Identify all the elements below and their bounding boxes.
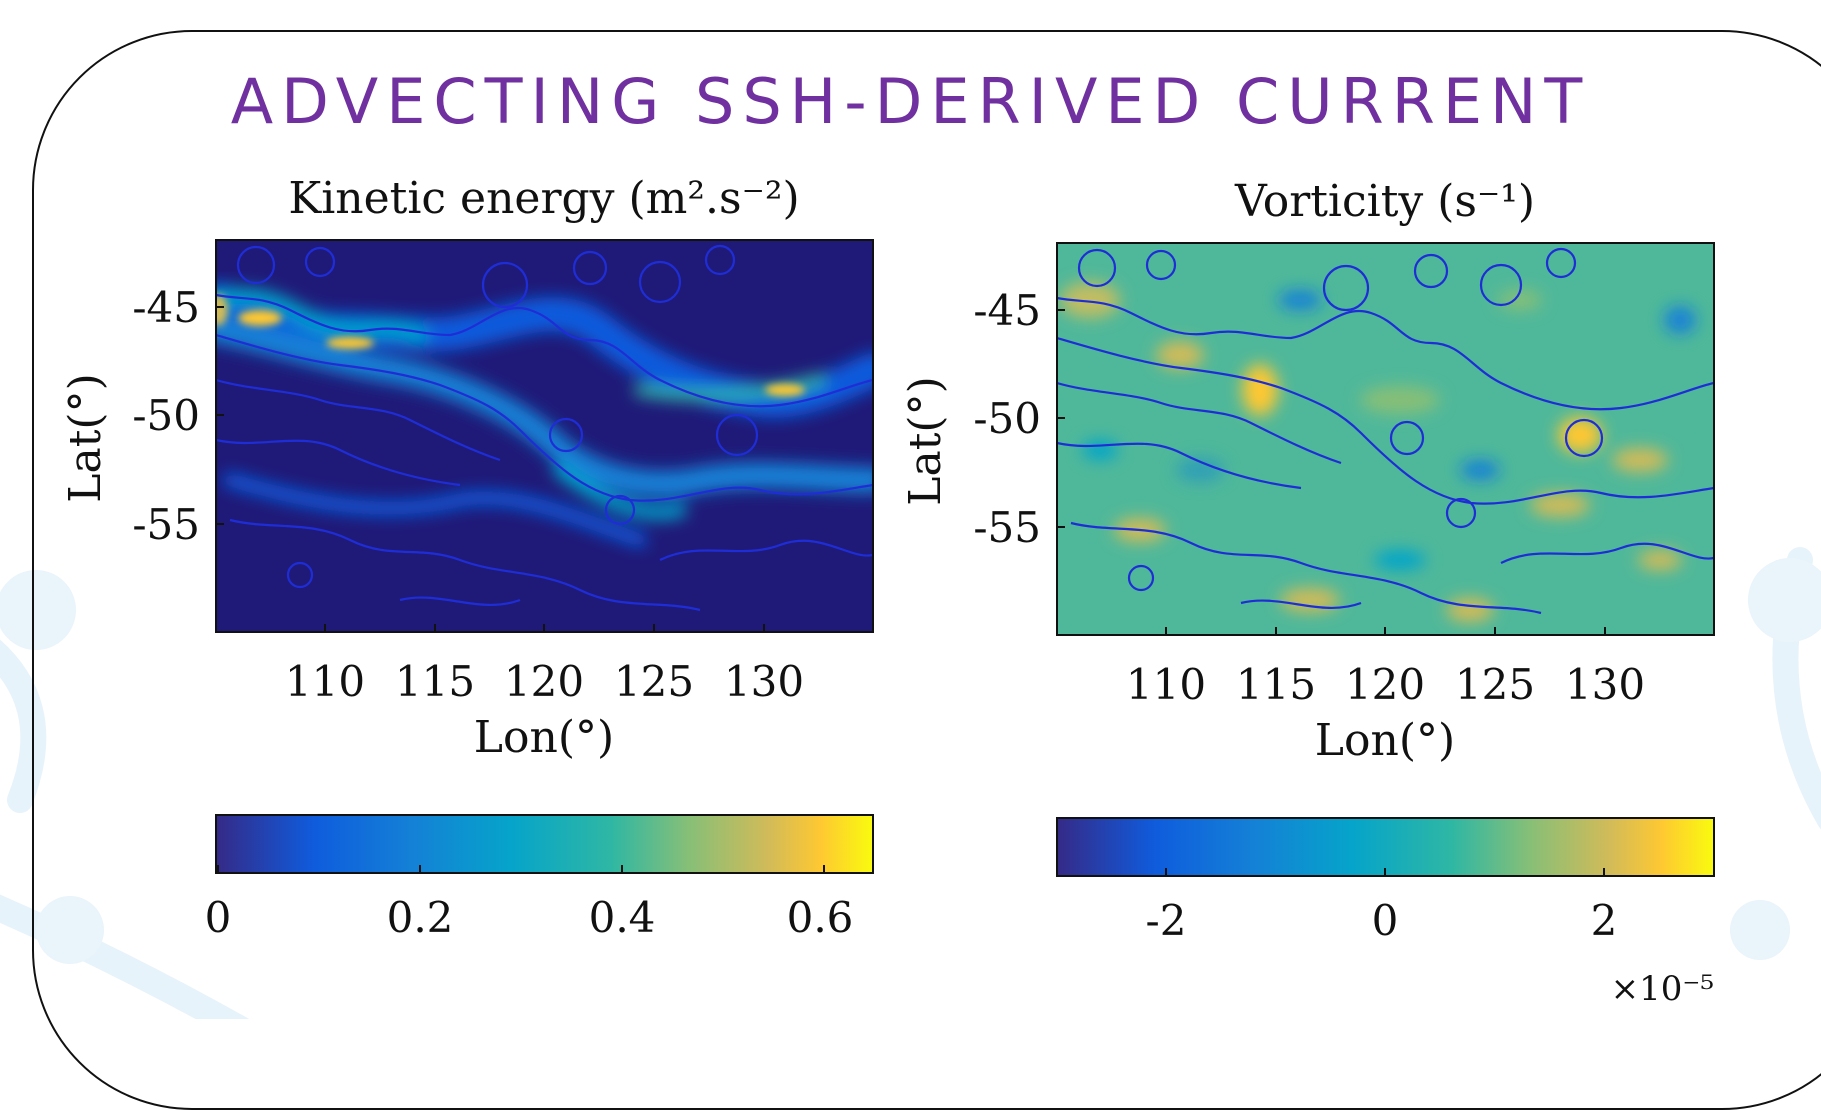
x-tick-label: 125: [1455, 660, 1535, 709]
chart-kinetic-energy: Kinetic energy (m².s⁻²): [60, 173, 874, 942]
x-tick-label: 125: [614, 657, 694, 706]
charts-area: Kinetic energy (m².s⁻²): [60, 173, 1715, 1009]
y-tick-label: -45: [132, 283, 200, 332]
y-axis: -45 -50 -55 Lat(°): [60, 283, 224, 549]
heatmap-field: [216, 240, 873, 632]
chart-title: Kinetic energy (m².s⁻²): [288, 173, 799, 224]
x-tick-label: 130: [1565, 660, 1645, 709]
x-tick-label: 115: [395, 657, 475, 706]
x-tick-label: 120: [1345, 660, 1425, 709]
x-tick-label: 110: [285, 657, 365, 706]
y-axis-label: Lat(°): [60, 373, 111, 502]
colorbar-exponent: ×10⁻⁵: [1611, 969, 1714, 1009]
x-axis: 110 115 120 125 130 Lon(°): [285, 624, 804, 763]
y-axis: -45 -50 -55 Lat(°): [900, 286, 1065, 552]
y-tick-label: -50: [132, 391, 200, 440]
chart-title: Vorticity (s⁻¹): [1234, 176, 1535, 227]
x-axis-label: Lon(°): [474, 712, 614, 763]
colorbar-tick-label: 0: [1372, 896, 1399, 945]
x-tick-label: 115: [1236, 660, 1316, 709]
colorbar-tick-label: -2: [1146, 896, 1187, 945]
slide-title: ADVECTING SSH-DERIVED CURRENT: [230, 65, 1591, 138]
y-axis-label: Lat(°): [900, 376, 951, 505]
y-tick-label: -45: [973, 286, 1041, 335]
y-tick-label: -50: [973, 394, 1041, 443]
y-tick-label: -55: [973, 503, 1041, 552]
colorbar-tick-label: 0.2: [387, 893, 454, 942]
chart-vorticity: Vorticity (s⁻¹): [900, 176, 1715, 1009]
colorbar-tick-label: 2: [1591, 896, 1618, 945]
colorbar: -2 0 2 ×10⁻⁵: [1056, 817, 1715, 1009]
heatmap-field: [1057, 243, 1714, 635]
y-tick-label: -55: [132, 500, 200, 549]
x-tick-label: 130: [724, 657, 804, 706]
colorbar-tick-label: 0.4: [589, 893, 656, 942]
x-axis: 110 115 120 125 130 Lon(°): [1126, 627, 1645, 766]
x-tick-label: 120: [504, 657, 584, 706]
colorbar-tick-label: 0.6: [787, 893, 854, 942]
colorbar: 0 0.2 0.4 0.6: [205, 814, 874, 942]
x-tick-label: 110: [1126, 660, 1206, 709]
colorbar-tick-label: 0: [205, 893, 232, 942]
x-axis-label: Lon(°): [1315, 715, 1455, 766]
